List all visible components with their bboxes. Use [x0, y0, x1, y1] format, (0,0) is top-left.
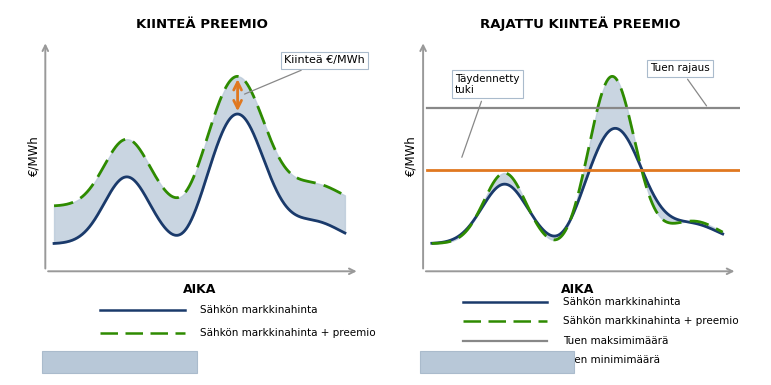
Text: AIKA: AIKA: [561, 283, 594, 296]
Text: Sähkön markkinahinta + preemio: Sähkön markkinahinta + preemio: [200, 328, 376, 338]
Text: Tuen maksimimäärä: Tuen maksimimäärä: [563, 336, 668, 346]
Text: Tuen rajaus: Tuen rajaus: [650, 64, 710, 106]
Text: €/MWh: €/MWh: [405, 136, 418, 176]
Text: AIKA: AIKA: [183, 283, 216, 296]
Text: Kiinteä €/MWh: Kiinteä €/MWh: [244, 55, 365, 94]
Text: Sähköntuottajan saama tuki: Sähköntuottajan saama tuki: [46, 357, 193, 367]
Text: Tuen minimimäärä: Tuen minimimäärä: [563, 355, 660, 365]
Text: Sähkön markkinahinta: Sähkön markkinahinta: [563, 297, 680, 307]
Text: Sähkön markkinahinta: Sähkön markkinahinta: [200, 305, 318, 315]
Text: Sähköntuottajan saama tuki: Sähköntuottajan saama tuki: [424, 357, 571, 367]
Title: RAJATTU KIINTEÄ PREEMIO: RAJATTU KIINTEÄ PREEMIO: [480, 17, 680, 31]
Text: €/MWh: €/MWh: [27, 136, 40, 176]
Title: KIINTEÄ PREEMIO: KIINTEÄ PREEMIO: [136, 18, 268, 31]
Text: Sähkön markkinahinta + preemio: Sähkön markkinahinta + preemio: [563, 316, 739, 326]
Text: Täydennetty
tuki: Täydennetty tuki: [455, 74, 520, 157]
